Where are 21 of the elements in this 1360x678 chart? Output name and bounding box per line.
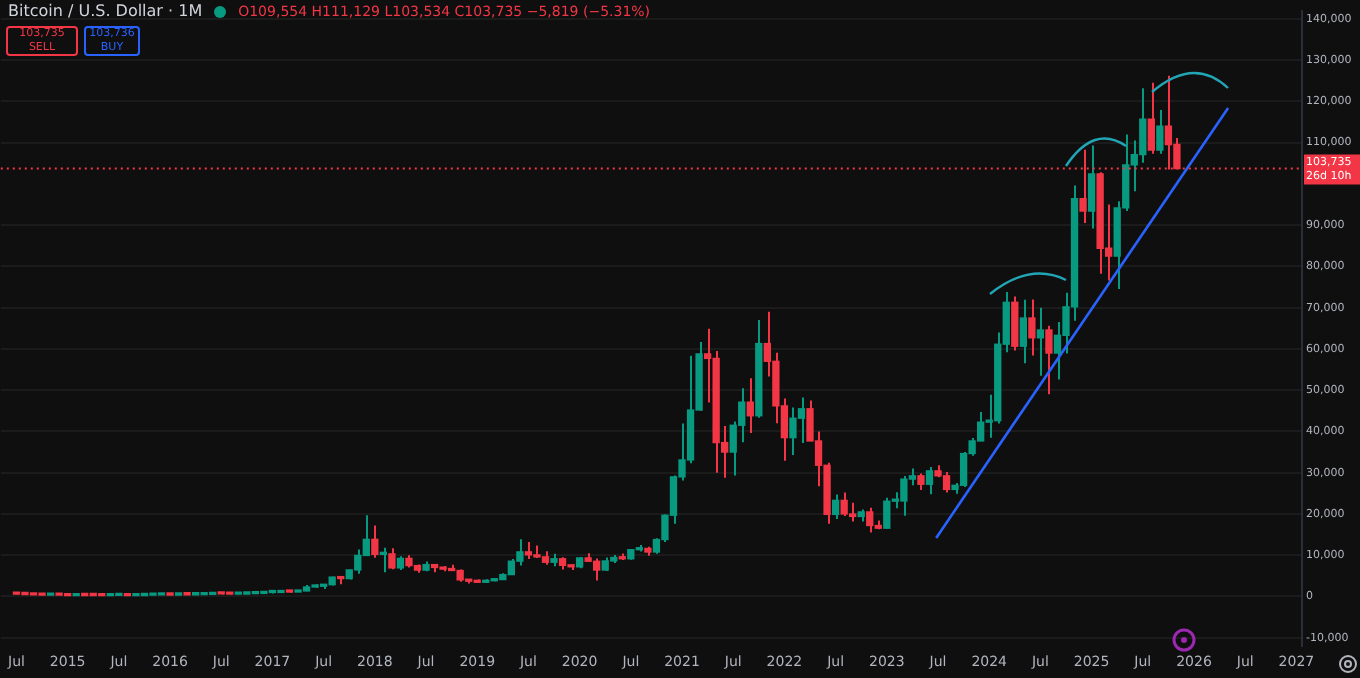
candlestick	[516, 538, 524, 567]
candlestick	[925, 465, 934, 496]
candlestick	[942, 470, 951, 494]
candlestick	[831, 493, 840, 520]
candlestick	[900, 475, 908, 517]
candlestick	[1156, 109, 1164, 155]
candlestick	[1028, 298, 1036, 357]
candlestick	[866, 506, 874, 534]
candlestick	[1087, 144, 1096, 230]
candlestick	[883, 496, 891, 530]
candlestick	[1147, 81, 1155, 155]
candlestick	[1011, 295, 1019, 352]
candlestick	[840, 491, 848, 518]
candlestick	[1036, 306, 1045, 377]
candlestick	[1019, 298, 1027, 365]
candlestick	[746, 377, 754, 435]
candlestick	[797, 396, 806, 444]
chart-title: Bitcoin / U.S. Dollar · 1M	[8, 2, 203, 20]
candlestick	[789, 406, 797, 456]
candlestick	[1045, 324, 1053, 396]
candlestick	[371, 524, 379, 559]
